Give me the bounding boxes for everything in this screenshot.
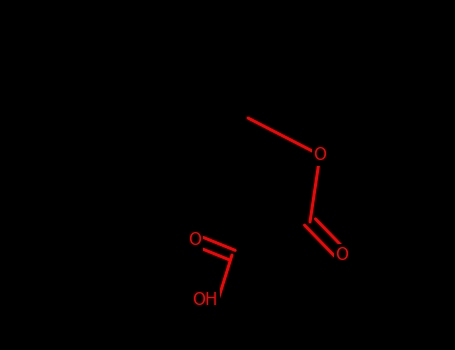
Text: OH: OH: [192, 291, 218, 309]
Text: O: O: [313, 146, 327, 164]
Text: O: O: [188, 231, 202, 249]
Text: O: O: [335, 246, 349, 264]
